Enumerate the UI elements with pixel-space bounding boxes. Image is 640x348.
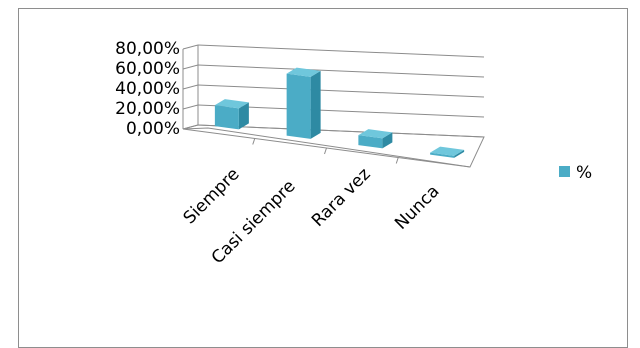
side-wall-line bbox=[182, 84, 199, 90]
bar-casi-siempre bbox=[286, 67, 321, 139]
y-tick-label: 0,00% bbox=[126, 119, 180, 139]
category-label: Nunca bbox=[391, 181, 443, 233]
bar-top bbox=[430, 146, 465, 156]
chart-floor bbox=[182, 124, 485, 168]
bar-front bbox=[358, 135, 383, 149]
bar-chart: 0,00%20,00%40,00%60,00%80,00% SiempreCas… bbox=[115, 39, 592, 268]
bar-top bbox=[358, 129, 393, 139]
category-tick bbox=[324, 147, 327, 155]
category-label: Siempre bbox=[180, 164, 244, 228]
legend-swatch bbox=[559, 166, 570, 177]
bar-front bbox=[430, 152, 455, 158]
bar-side bbox=[454, 149, 465, 158]
bar-nunca bbox=[430, 146, 465, 158]
y-axis-ticks: 0,00%20,00%40,00%60,00%80,00% bbox=[115, 39, 180, 139]
chart-walls bbox=[182, 45, 485, 168]
gridline bbox=[197, 64, 485, 78]
y-tick-label: 80,00% bbox=[115, 39, 180, 59]
legend: % bbox=[559, 163, 592, 183]
bar-siempre bbox=[214, 99, 249, 130]
side-wall-line bbox=[182, 44, 199, 50]
gridline bbox=[197, 84, 485, 98]
category-tick bbox=[395, 157, 399, 164]
chart-frame bbox=[18, 8, 628, 348]
bar-front bbox=[286, 73, 311, 139]
bar-top bbox=[286, 67, 321, 77]
bar-side bbox=[382, 132, 393, 149]
bars bbox=[214, 67, 465, 158]
y-tick-label: 60,00% bbox=[115, 59, 180, 79]
y-tick-label: 20,00% bbox=[115, 99, 180, 119]
side-wall-line bbox=[182, 104, 199, 110]
gridline bbox=[197, 44, 485, 58]
bar-front bbox=[214, 105, 239, 130]
bar-side bbox=[238, 102, 249, 130]
bar-rara-vez bbox=[358, 129, 393, 149]
side-wall-line bbox=[182, 64, 199, 70]
category-tick bbox=[252, 138, 256, 145]
category-label: Rara vez bbox=[308, 164, 375, 231]
bar-top bbox=[214, 99, 249, 109]
legend-entry: % bbox=[576, 163, 592, 183]
bar-side bbox=[310, 70, 321, 139]
y-tick-label: 40,00% bbox=[115, 79, 180, 99]
